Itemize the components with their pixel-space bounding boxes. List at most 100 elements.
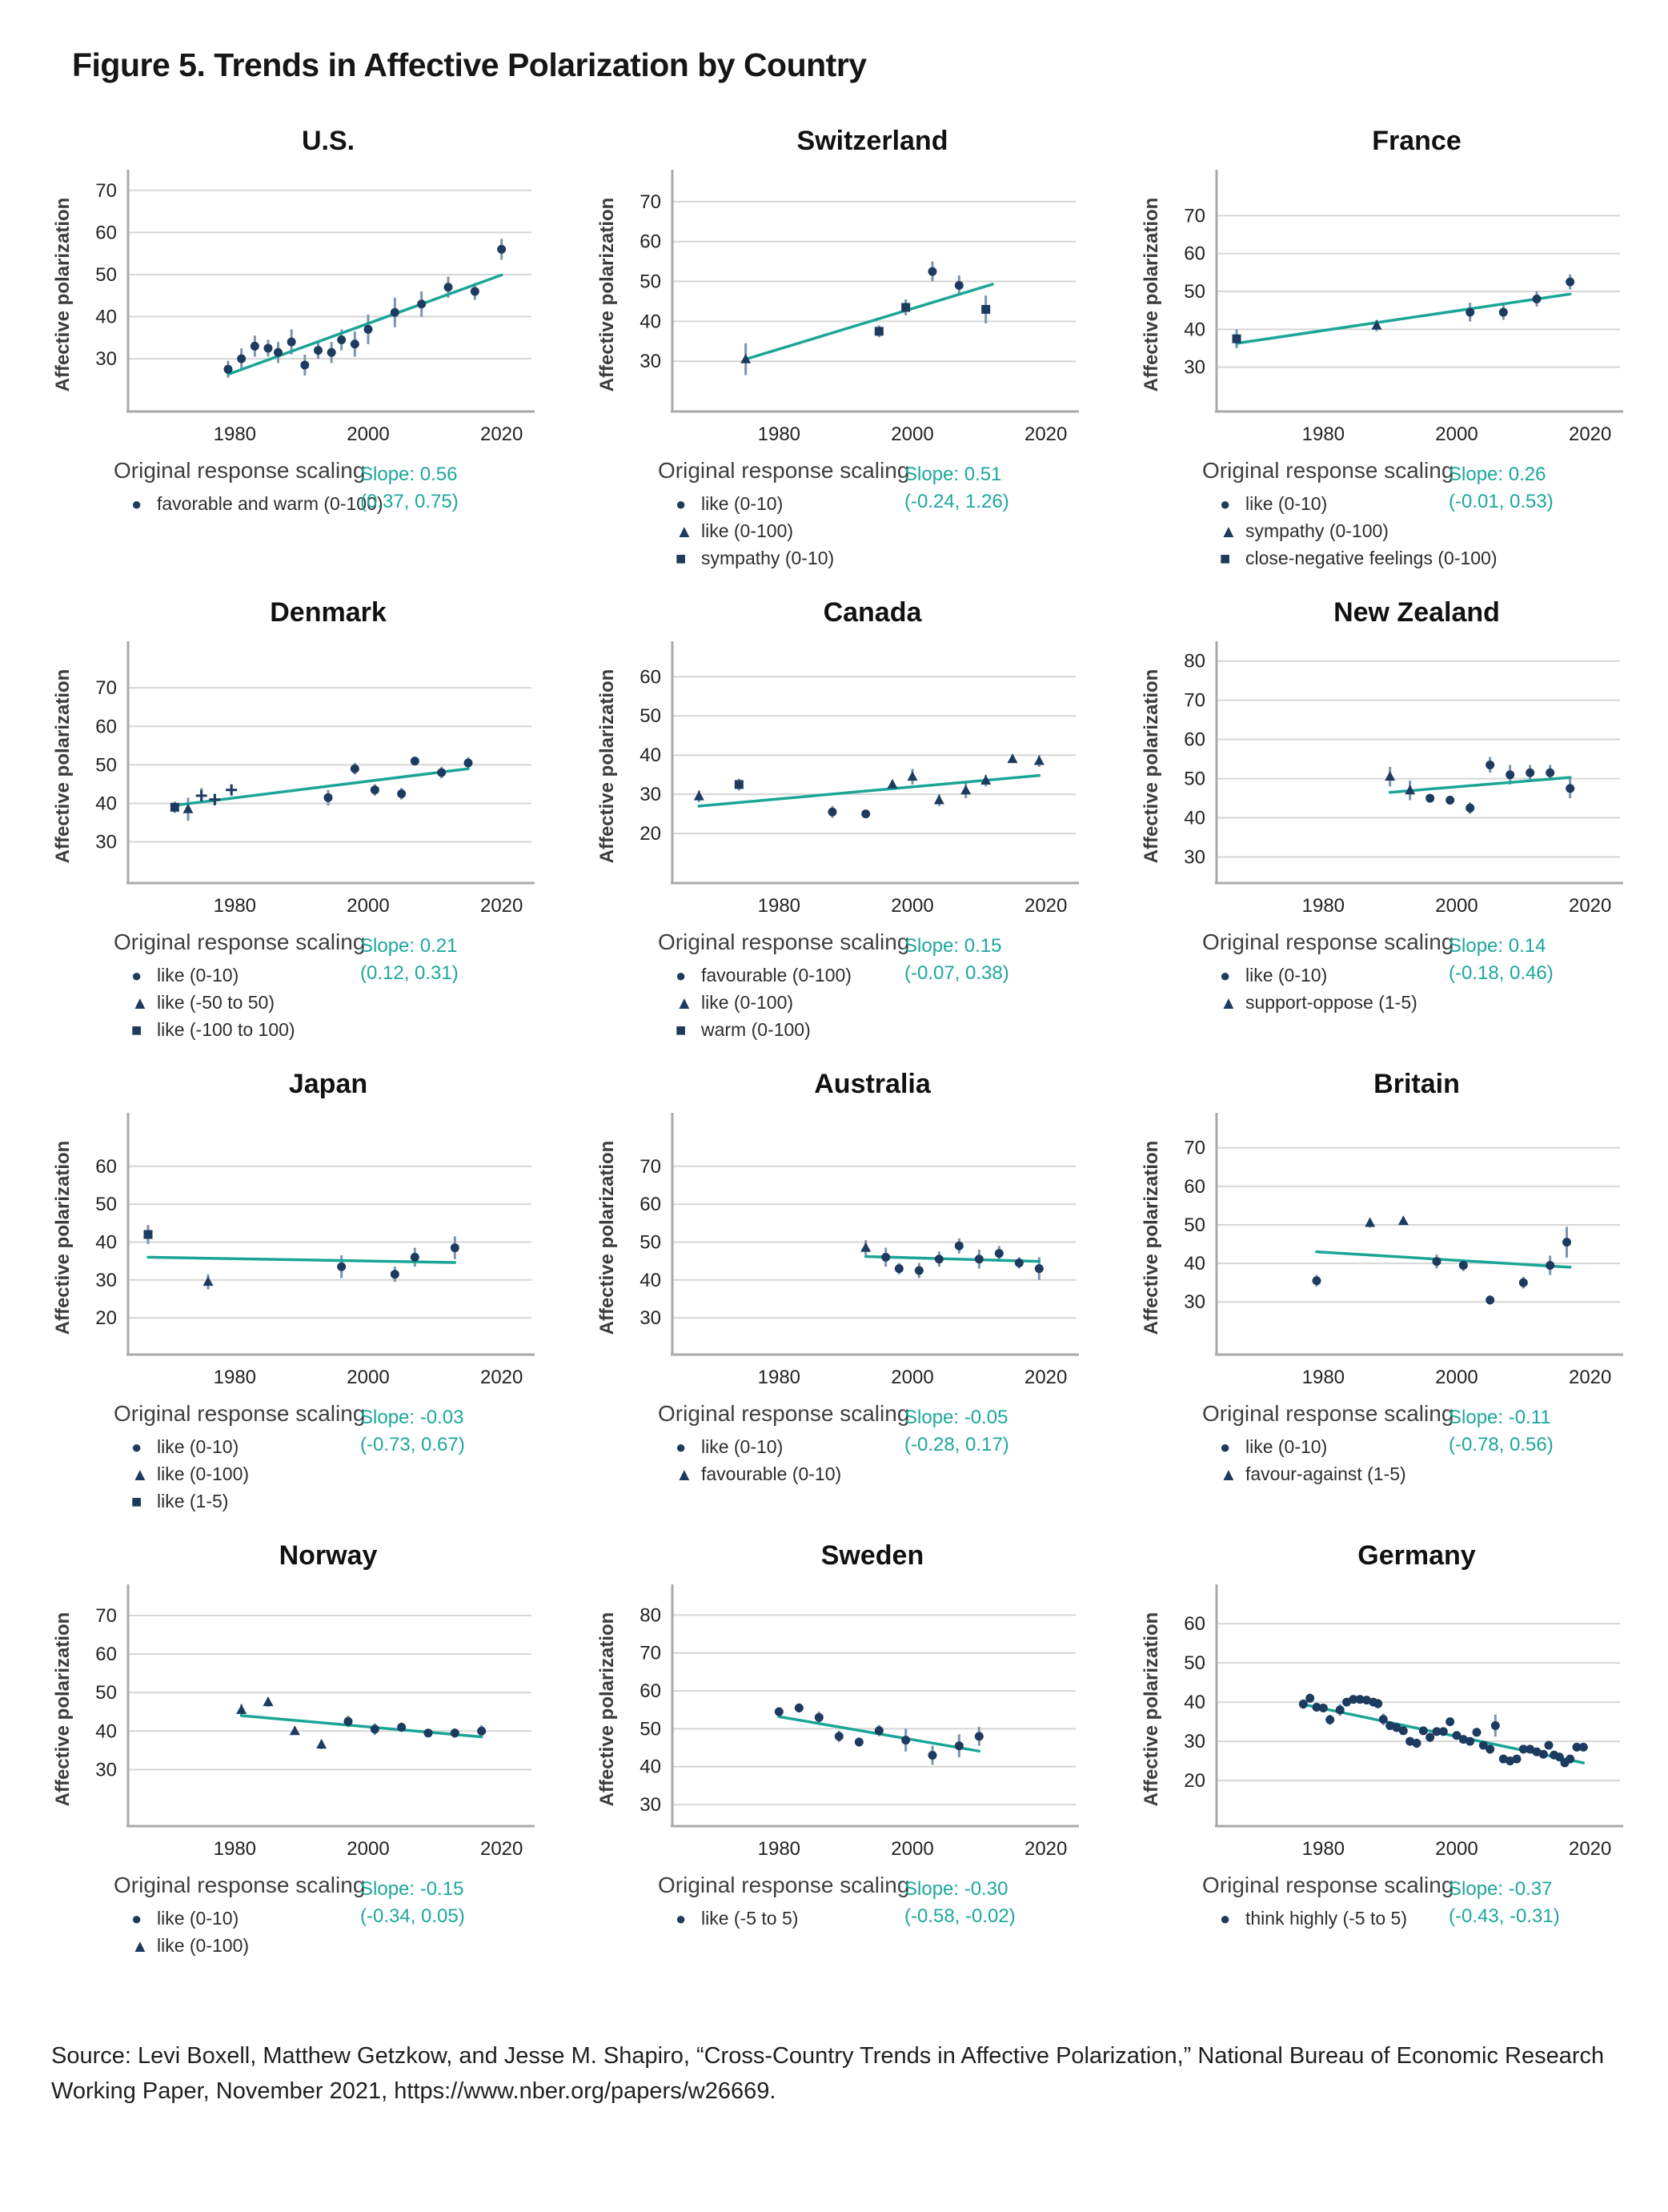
svg-text:Affective polarization: Affective polarization xyxy=(1141,669,1162,864)
triangle-marker-icon: ▲ xyxy=(676,992,693,1013)
svg-text:2000: 2000 xyxy=(1435,1367,1478,1388)
slope-annotation: Slope: -0.30 (-0.58, -0.02) xyxy=(904,1876,1016,1929)
svg-text:1980: 1980 xyxy=(214,895,256,917)
svg-text:1980: 1980 xyxy=(758,1367,800,1388)
legend-item: ● like (0-10) xyxy=(131,1908,544,1929)
svg-text:1980: 1980 xyxy=(758,1838,800,1860)
country-title: Norway xyxy=(279,1540,378,1571)
square-marker-icon: ■ xyxy=(676,548,687,568)
scatter-chart: 30 40 50 60 70 80 1980 2000 2020 Affective polari… xyxy=(1141,641,1623,917)
svg-text:2000: 2000 xyxy=(891,1838,933,1860)
legend-title: Original response scaling xyxy=(114,1401,366,1426)
legend-item: ▲ like (0-100) xyxy=(131,1935,544,1957)
svg-text:30: 30 xyxy=(640,1307,661,1329)
legend-item-label: sympathy (0-10) xyxy=(701,548,835,568)
legend-items: ● think highly (-5 to 5) xyxy=(1220,1908,1633,1929)
scatter-chart: 20 30 40 50 60 1980 2000 2020 Affective polariza… xyxy=(52,1113,535,1388)
slope-ci: (0.37, 0.75) xyxy=(360,490,459,512)
svg-text:50: 50 xyxy=(1184,769,1205,790)
country-title: New Zealand xyxy=(1333,597,1500,628)
svg-text:2000: 2000 xyxy=(347,895,389,917)
svg-text:Affective polarization: Affective polarization xyxy=(1141,198,1162,392)
svg-text:1980: 1980 xyxy=(1302,1367,1345,1388)
svg-text:Affective polarization: Affective polarization xyxy=(52,1612,74,1807)
slope-value: Slope: -0.37 xyxy=(1449,1878,1553,1900)
svg-text:50: 50 xyxy=(95,1682,117,1704)
legend-title: Original response scaling xyxy=(658,1873,910,1897)
slope-value: Slope: -0.05 xyxy=(904,1407,1008,1428)
circle-marker-icon: ● xyxy=(131,493,142,514)
slope-value: Slope: -0.11 xyxy=(1449,1407,1551,1428)
svg-text:40: 40 xyxy=(1184,1253,1205,1275)
svg-text:20: 20 xyxy=(95,1307,117,1329)
legend-item-label: like (0-100) xyxy=(157,1935,250,1956)
circle-marker-icon: ● xyxy=(131,1436,142,1457)
slope-value: Slope: 0.26 xyxy=(1449,464,1546,485)
svg-text:Affective polarization: Affective polarization xyxy=(596,669,618,864)
svg-text:70: 70 xyxy=(640,191,661,213)
svg-text:50: 50 xyxy=(95,754,117,776)
legend-row: Original response scaling ● favourable (0… xyxy=(592,929,1089,1050)
svg-text:30: 30 xyxy=(1184,1291,1205,1313)
legend-items: ● like (0-10) ▲ sympathy (0-100) ■ close-nega… xyxy=(1220,493,1633,569)
panel-denmark: Denmark 30 40 50 60 70 1980 2000 2020 Affective … xyxy=(48,597,544,1050)
svg-text:30: 30 xyxy=(640,351,661,372)
circle-marker-icon: ● xyxy=(676,965,687,986)
slope-annotation: Slope: 0.26 (-0.01, 0.53) xyxy=(1449,461,1554,515)
slope-annotation: Slope: 0.21 (0.12, 0.31) xyxy=(360,933,459,986)
legend-item-label: like (0-10) xyxy=(701,493,784,514)
svg-text:2000: 2000 xyxy=(1435,895,1478,917)
legend-item-label: like (0-100) xyxy=(701,520,794,541)
svg-text:60: 60 xyxy=(1184,1176,1205,1198)
legend-item: ● like (0-10) xyxy=(1220,965,1633,986)
svg-text:2020: 2020 xyxy=(1024,424,1067,445)
svg-text:2000: 2000 xyxy=(1435,1838,1478,1860)
panel-australia: Australia 30 40 50 60 70 1980 2000 2020 Affectiv… xyxy=(592,1069,1089,1521)
svg-text:Affective polarization: Affective polarization xyxy=(596,198,618,392)
legend-items: ● favorable and warm (0-100) xyxy=(131,493,544,515)
slope-ci: (-0.01, 0.53) xyxy=(1449,490,1554,512)
slope-value: Slope: 0.15 xyxy=(904,935,1002,957)
svg-text:2020: 2020 xyxy=(1569,1838,1611,1860)
legend-row: Original response scaling ● like (-5 to 5… xyxy=(592,1873,1089,1993)
legend-row: Original response scaling ● like (0-10) ▲ s… xyxy=(1137,929,1633,1050)
svg-text:20: 20 xyxy=(1184,1770,1205,1792)
slope-annotation: Slope: 0.14 (-0.18, 0.46) xyxy=(1449,933,1554,986)
legend-title: Original response scaling xyxy=(1202,458,1454,483)
svg-text:2000: 2000 xyxy=(347,1838,389,1860)
figure-title: Figure 5. Trends in Affective Polarizati… xyxy=(72,46,867,83)
svg-text:70: 70 xyxy=(640,1156,661,1178)
svg-text:70: 70 xyxy=(1184,690,1205,712)
svg-text:1980: 1980 xyxy=(214,1838,256,1860)
country-title: Australia xyxy=(814,1069,931,1099)
svg-text:2020: 2020 xyxy=(1569,895,1611,917)
svg-text:2000: 2000 xyxy=(347,1367,389,1388)
legend-item: ▲ like (-50 to 50) xyxy=(131,992,544,1014)
svg-text:2020: 2020 xyxy=(1024,895,1067,917)
country-title: Japan xyxy=(288,1069,368,1099)
legend-item-label: warm (0-100) xyxy=(701,1019,811,1040)
scatter-chart: 20 30 40 50 60 1980 2000 2020 Affective polariza… xyxy=(1141,1584,1623,1860)
legend-item-label: like (-100 to 100) xyxy=(157,1019,295,1040)
square-marker-icon: ■ xyxy=(1220,548,1231,568)
legend-items: ● like (0-10) ▲ support-oppose (1-5) xyxy=(1220,965,1633,1014)
circle-marker-icon: ● xyxy=(1220,965,1231,986)
svg-text:2020: 2020 xyxy=(480,1838,523,1860)
svg-text:2000: 2000 xyxy=(891,895,933,917)
legend-row: Original response scaling ● like (0-10) ▲ l… xyxy=(48,1401,544,1521)
legend-title: Original response scaling xyxy=(1202,1873,1454,1897)
country-title: Denmark xyxy=(270,597,387,628)
legend-item: ● like (0-10) xyxy=(131,965,544,986)
svg-text:2020: 2020 xyxy=(1024,1838,1067,1860)
slope-annotation: Slope: 0.56 (0.37, 0.75) xyxy=(360,461,459,515)
legend-item: ■ sympathy (0-10) xyxy=(676,548,1089,569)
svg-text:70: 70 xyxy=(640,1643,661,1664)
triangle-marker-icon: ▲ xyxy=(131,1463,149,1484)
svg-text:50: 50 xyxy=(640,271,661,293)
legend-title: Original response scaling xyxy=(658,1401,910,1426)
triangle-marker-icon: ▲ xyxy=(1220,520,1237,541)
circle-marker-icon: ● xyxy=(676,1908,687,1929)
svg-text:60: 60 xyxy=(640,231,661,253)
svg-text:1980: 1980 xyxy=(214,1367,256,1388)
slope-ci: (-0.78, 0.56) xyxy=(1449,1433,1554,1455)
